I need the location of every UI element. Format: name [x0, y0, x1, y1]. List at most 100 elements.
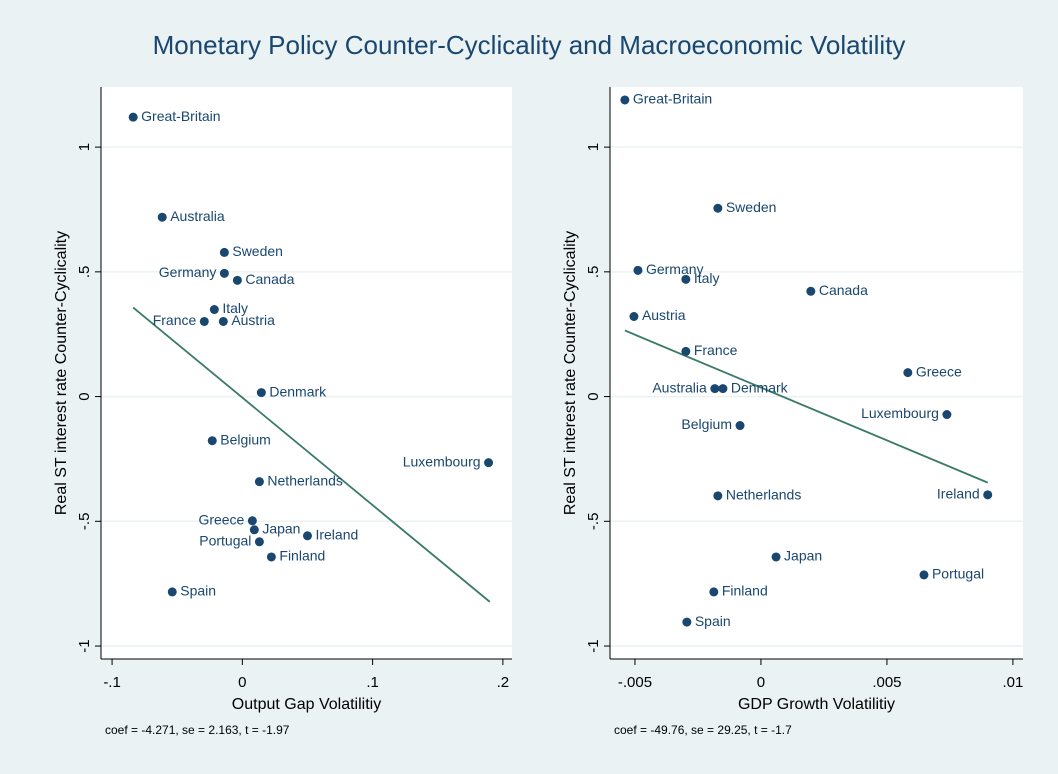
note: coef = -4.271, se = 2.163, t = -1.97 [105, 723, 290, 737]
note: coef = -49.76, se = 29.25, t = -1.7 [614, 723, 792, 737]
point-label: Japan [784, 548, 822, 564]
point-label: Finland [722, 583, 768, 599]
point [266, 552, 276, 562]
point-label: Italy [222, 300, 248, 316]
point [709, 587, 719, 597]
y-tick-label: -.5 [76, 513, 93, 531]
point-label: Greece [916, 363, 962, 379]
x-axis-title: Output Gap Volatilitiy [232, 696, 381, 713]
plot-area [101, 87, 512, 659]
point [249, 525, 259, 535]
point-label: Canada [819, 282, 868, 298]
point-label: Luxembourg [403, 453, 481, 469]
point-label: Denmark [731, 379, 789, 395]
point-label: Italy [694, 270, 720, 286]
point [218, 316, 228, 326]
point-label: Australia [652, 379, 707, 395]
point [681, 274, 691, 284]
point [735, 421, 745, 431]
point-label: Sweden [232, 243, 283, 259]
figure-title: Monetary Policy Counter-Cyclicality and … [153, 30, 906, 60]
point [771, 552, 781, 562]
point-label: Luxembourg [861, 405, 939, 421]
point-label: Great-Britain [141, 108, 220, 124]
point [157, 212, 167, 222]
point [903, 368, 913, 378]
point-label: Sweden [726, 199, 777, 215]
point [199, 316, 209, 326]
point-label: Belgium [681, 416, 732, 432]
x-tick-label: -.005 [618, 674, 652, 691]
y-tick-label: -.5 [585, 513, 602, 531]
point [207, 436, 217, 446]
point-label: Germany [646, 261, 704, 277]
point [219, 247, 229, 257]
point-label: Canada [245, 271, 294, 287]
point-label: Germany [159, 264, 217, 280]
point [254, 537, 264, 547]
point [232, 275, 242, 285]
point-label: Austria [231, 312, 275, 328]
plot-area [610, 87, 1023, 659]
point-label: Japan [262, 520, 300, 536]
y-tick-label: 1 [76, 143, 93, 151]
point [128, 112, 138, 122]
point-label: Denmark [269, 383, 327, 399]
point [633, 265, 643, 275]
point [247, 516, 257, 526]
point [302, 531, 312, 541]
point [484, 458, 494, 468]
point-label: Netherlands [267, 472, 343, 488]
point [718, 384, 728, 394]
point [919, 570, 929, 580]
point-label: Ireland [937, 486, 980, 502]
point [713, 203, 723, 213]
point [682, 617, 692, 627]
x-tick-label: 0 [238, 674, 246, 691]
point [629, 311, 639, 321]
point-label: Spain [180, 583, 216, 599]
point-label: Portugal [932, 566, 984, 582]
point-label: Portugal [199, 532, 251, 548]
point-label: France [694, 342, 738, 358]
point-label: Spain [695, 613, 731, 629]
y-tick-label: .5 [76, 266, 93, 279]
point [620, 95, 630, 105]
point-label: France [153, 312, 197, 328]
y-axis-title: Real ST interest rate Counter-Cyclicalit… [53, 231, 70, 515]
point-label: Australia [170, 208, 225, 224]
point-label: Belgium [220, 431, 271, 447]
point [710, 384, 720, 394]
point-label: Ireland [315, 526, 358, 542]
y-tick-label: -1 [585, 639, 602, 652]
x-tick-label: 0 [757, 674, 765, 691]
point-label: Finland [279, 548, 325, 564]
point-label: Netherlands [726, 487, 802, 503]
fit-line [132, 306, 491, 603]
point [167, 587, 177, 597]
point-label: Greece [198, 512, 244, 528]
y-axis-title: Real ST interest rate Counter-Cyclicalit… [562, 231, 579, 515]
point [983, 490, 993, 500]
point [806, 286, 816, 296]
point-label: Great-Britain [633, 91, 712, 107]
x-tick-label: .2 [497, 674, 510, 691]
point [681, 346, 691, 356]
x-tick-label: .01 [1002, 674, 1023, 691]
x-tick-label: .005 [872, 674, 901, 691]
point [254, 477, 264, 487]
x-axis-title: GDP Growth Volatilitiy [738, 696, 895, 713]
point [209, 305, 219, 315]
point [256, 388, 266, 398]
y-tick-label: 1 [585, 143, 602, 151]
y-tick-label: -1 [76, 639, 93, 652]
point [713, 491, 723, 501]
point [942, 410, 952, 420]
x-tick-label: -.1 [103, 674, 121, 691]
point [219, 268, 229, 278]
y-tick-label: 0 [585, 392, 602, 400]
x-tick-label: .1 [366, 674, 379, 691]
y-tick-label: .5 [585, 266, 602, 279]
y-tick-label: 0 [76, 392, 93, 400]
